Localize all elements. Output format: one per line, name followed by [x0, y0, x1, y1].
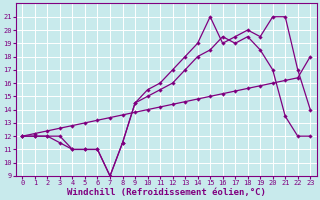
X-axis label: Windchill (Refroidissement éolien,°C): Windchill (Refroidissement éolien,°C) — [67, 188, 266, 197]
